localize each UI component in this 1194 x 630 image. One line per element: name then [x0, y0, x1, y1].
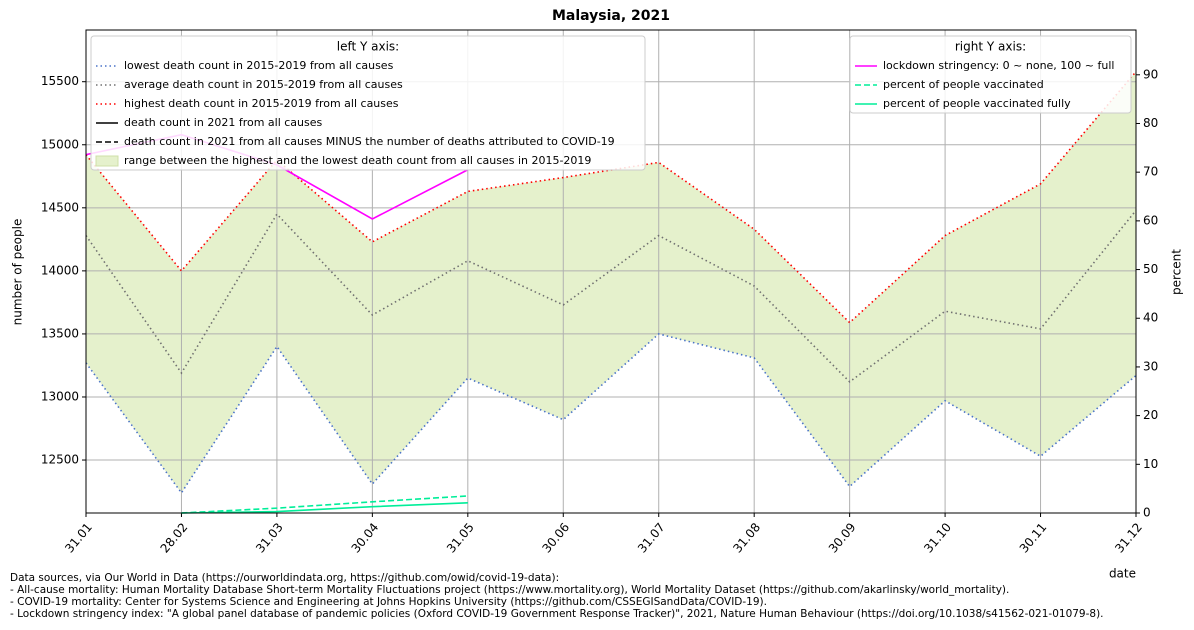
legend-box — [90, 35, 646, 171]
y-tick-label: 12500 — [41, 453, 79, 467]
plot-frame — [85, 29, 1137, 514]
x-tick-label: 30.06 — [539, 520, 572, 555]
series-line — [85, 209, 1137, 383]
x-tick-label: 31.10 — [921, 520, 954, 555]
x-tick-label: 30.09 — [826, 520, 859, 555]
series-line — [85, 333, 1137, 495]
x-tick-label: 31.07 — [635, 520, 668, 555]
x-axis-label: date — [1109, 567, 1136, 581]
y2-tick-label: 0 — [1143, 506, 1151, 520]
y-tick-label: 15500 — [41, 74, 79, 88]
legend-label: percent of people vaccinated — [883, 78, 1044, 91]
legend-label: highest death count in 2015-2019 from al… — [124, 97, 399, 110]
legend-label: death count in 2021 from all causes MINU… — [124, 135, 615, 148]
x-tick-label: 30.04 — [349, 520, 382, 555]
y2-tick-label: 20 — [1143, 408, 1158, 422]
y2-tick-label: 80 — [1143, 116, 1158, 130]
footnote: - All-cause mortality: Human Mortality D… — [10, 584, 1009, 596]
y2-tick-label: 30 — [1143, 359, 1158, 373]
legend-title: left Y axis: — [337, 40, 399, 54]
y-tick-label: 14000 — [41, 263, 79, 277]
footnote: - Lockdown stringency index: "A global p… — [10, 608, 1104, 620]
chart-title: Malaysia, 2021 — [552, 8, 670, 24]
y2-tick-label: 10 — [1143, 457, 1158, 471]
y2-tick-label: 40 — [1143, 311, 1158, 325]
series-line — [181, 495, 468, 514]
footnote: - COVID-19 mortality: Center for Systems… — [10, 596, 767, 608]
footnote: Data sources, via Our World in Data (htt… — [10, 572, 559, 584]
y-tick-label: 13500 — [41, 326, 79, 340]
y-tick-label: 14500 — [41, 200, 79, 214]
y-axis-label: number of people — [11, 219, 25, 326]
x-tick-label: 28.02 — [158, 520, 191, 555]
legend-label: lowest death count in 2015-2019 from all… — [124, 59, 394, 72]
series-line — [181, 501, 468, 514]
legend-label: lockdown stringency: 0 ~ none, 100 ~ ful… — [883, 59, 1114, 72]
legend-swatch — [95, 155, 119, 167]
y2-tick-label: 50 — [1143, 262, 1158, 276]
x-tick-label: 31.08 — [730, 520, 763, 555]
y2-axis-label: percent — [1170, 249, 1184, 295]
y2-tick-label: 90 — [1143, 67, 1158, 81]
legend-label: range between the highest and the lowest… — [124, 154, 591, 167]
x-tick-label: 31.03 — [253, 520, 286, 555]
x-tick-label: 31.05 — [444, 520, 477, 555]
range-fill — [86, 71, 1136, 493]
y2-tick-label: 60 — [1143, 213, 1158, 227]
y-tick-label: 15000 — [41, 137, 79, 151]
x-tick-label: 31.01 — [62, 520, 95, 555]
legend-label: average death count in 2015-2019 from al… — [124, 78, 403, 91]
y-tick-label: 13000 — [41, 389, 79, 403]
legend-label: death count in 2021 from all causes — [124, 116, 323, 129]
legend-label: percent of people vaccinated fully — [883, 97, 1071, 110]
legend-title: right Y axis: — [955, 40, 1026, 54]
x-tick-label: 30.11 — [1017, 520, 1050, 555]
legend-box — [849, 35, 1132, 114]
y2-tick-label: 70 — [1143, 165, 1158, 179]
x-tick-label: 31.12 — [1112, 520, 1145, 555]
